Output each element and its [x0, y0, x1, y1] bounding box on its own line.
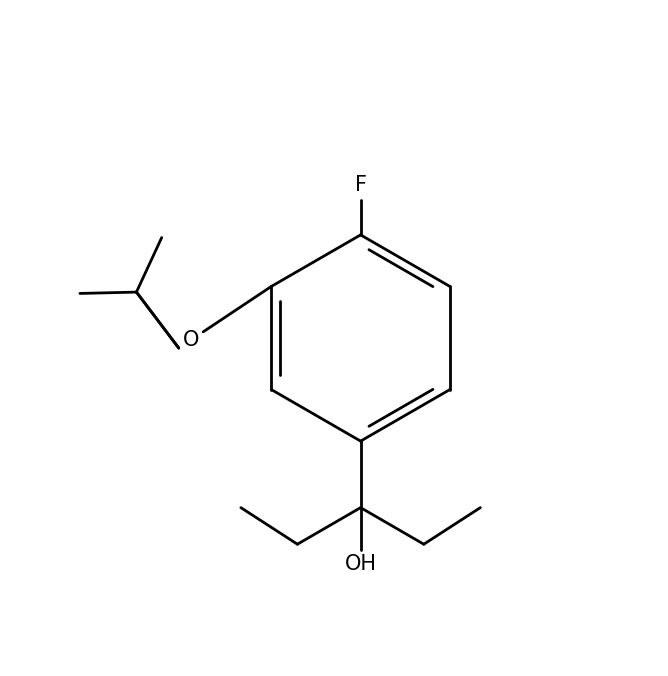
Text: OH: OH: [345, 554, 377, 574]
Text: O: O: [183, 330, 199, 350]
Text: F: F: [355, 175, 367, 195]
